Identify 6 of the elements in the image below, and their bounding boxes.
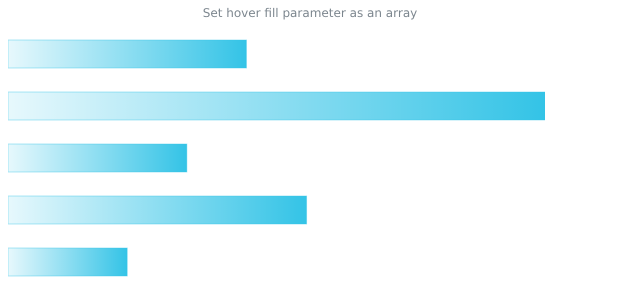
chart-title: Set hover fill parameter as an array (202, 6, 418, 20)
bar (8, 92, 545, 120)
bar (8, 144, 188, 172)
bar (8, 248, 128, 276)
bar (8, 40, 247, 68)
bar (8, 196, 308, 224)
